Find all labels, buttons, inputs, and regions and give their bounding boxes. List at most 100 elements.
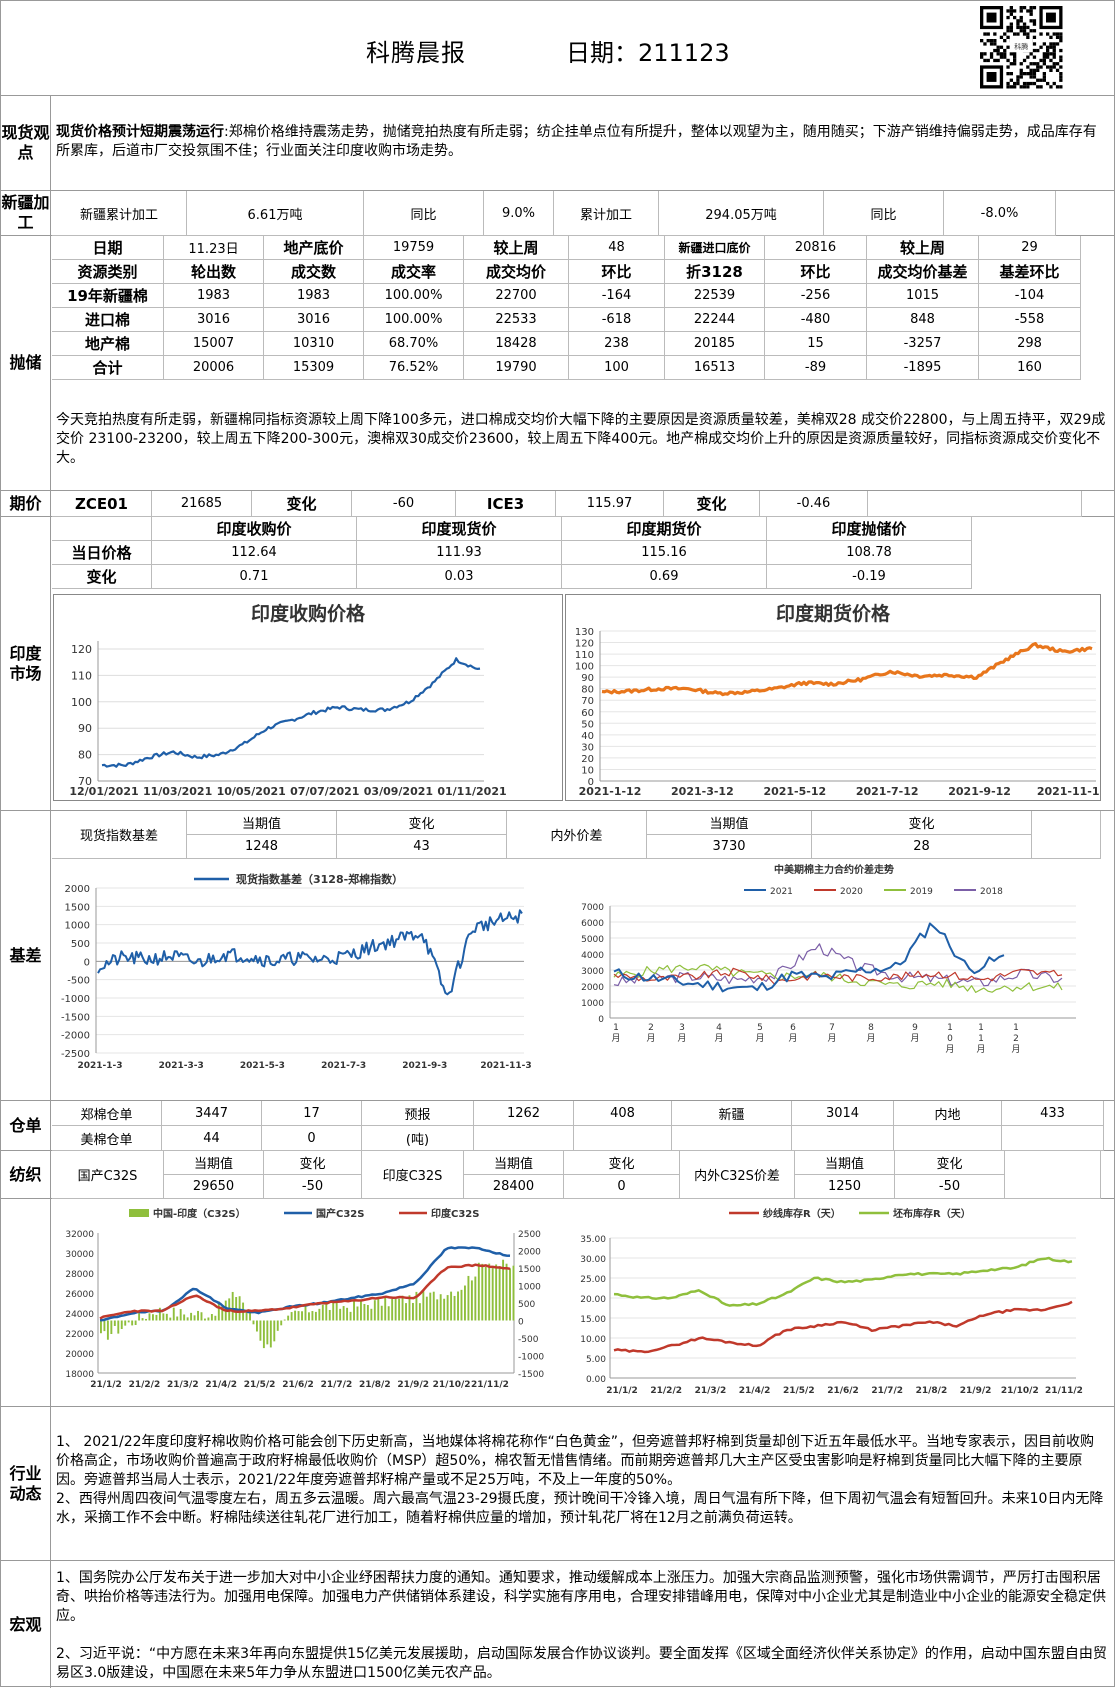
spread-bar [495, 1264, 498, 1321]
auction-cell: 100.00% [364, 308, 464, 332]
auction-cell: -1895 [867, 356, 979, 380]
y-tick-label: 2000 [581, 983, 604, 993]
auction-row-label: 19年新疆棉 [52, 284, 164, 308]
spread-bar [418, 1303, 421, 1321]
auction-row-label: 合计 [52, 356, 164, 380]
auction-cell: 100 [569, 356, 665, 380]
spinning-label: 印度C32S [362, 1151, 464, 1199]
spread-bar [183, 1314, 186, 1321]
india-header-cell: 印度现货价 [357, 517, 562, 541]
spread-bar [276, 1320, 279, 1331]
y-tick-label: -1500 [518, 1370, 544, 1380]
warehouse-cell: 郑棉仓单 [52, 1101, 162, 1126]
warehouse-cell: 433 [1002, 1101, 1104, 1126]
spread-bar [491, 1268, 494, 1321]
spread-bar [332, 1301, 335, 1321]
y-tick-label: 110 [575, 650, 594, 661]
spread-bar [214, 1315, 217, 1321]
report-header: 科腾晨报 日期：211123 科腾 [1, 1, 1114, 96]
warehouse-cell: 0 [262, 1126, 362, 1151]
y-tick-label: 2500 [518, 1230, 541, 1240]
spread-bar [113, 1320, 116, 1326]
spread-bar [172, 1307, 175, 1321]
legend-label: 2020 [840, 887, 863, 897]
x-tick-label: 21/6/2 [827, 1386, 859, 1396]
basis-section: 基差 现货指数基差（3128-郑棉指数） -2500 -2000 -1500 -1000… [1, 811, 1114, 1101]
y-tick-label: 500 [518, 1300, 535, 1310]
auction-cell: -480 [765, 308, 867, 332]
basis-label: 内外价差 [507, 811, 647, 859]
spinning-cell: -50 [895, 1175, 1005, 1199]
inventory-chart: 纱线库存R（天） 坯布库存R（天） 0.00 5.00 10.00 15.00 20.00 2… [580, 1207, 1083, 1396]
legend-label: 印度C32S [431, 1207, 479, 1220]
india-cell: -0.19 [767, 565, 972, 589]
y-tick-label: 10.00 [580, 1335, 606, 1345]
macro-item-2: 2、习近平说：“中方愿在未来3年再向东盟提供15亿美元发展援助，启动国际发展合作… [56, 1646, 1107, 1681]
spread-bar [314, 1311, 317, 1321]
auction-cell: 15309 [264, 356, 364, 380]
india-futures-chart: 印度期货价格 0 10 20 30 40 50 60 70 80 90 100 110 120 130 20… [565, 594, 1101, 801]
x-tick-label: 2021-9-3 [402, 1061, 447, 1071]
india-futures-series [601, 641, 1093, 697]
y-tick-label: 1000 [581, 999, 604, 1009]
x-tick-label: 21/3/2 [167, 1380, 199, 1390]
india-header-cell: 印度期货价 [562, 517, 767, 541]
spread-bar [422, 1291, 425, 1321]
x-tick-label: 21/11/2 [471, 1380, 509, 1390]
spread-bar [221, 1306, 224, 1321]
auction-cell: 1983 [264, 284, 364, 308]
spread-bar [408, 1295, 411, 1321]
y-tick-label: 110 [71, 669, 92, 682]
x-tick-label: 21/6/2 [282, 1380, 314, 1390]
india-header-cell: 印度收购价 [152, 517, 357, 541]
y-tick-label: 0 [518, 1318, 524, 1328]
auction-header-cell: 环比 [569, 260, 665, 284]
india-cell: 0.71 [152, 565, 357, 589]
spread-bar [169, 1317, 172, 1321]
spread-bar [380, 1305, 383, 1321]
spread-bar [346, 1307, 349, 1321]
warehouse-empty [894, 1126, 1002, 1151]
warehouse-cell: 1262 [474, 1101, 574, 1126]
spread-bar [443, 1298, 446, 1321]
spread-bar [162, 1313, 165, 1321]
spinning-cell: 29650 [164, 1175, 264, 1199]
auction-summary-cell: 日期 [52, 236, 164, 260]
legend-label: 中国-印度（C32S） [153, 1207, 246, 1220]
spread-bar [186, 1317, 189, 1321]
y-tick-label: 1000 [65, 921, 90, 932]
auction-cell: 15 [765, 332, 867, 356]
industry-section: 行业动态 1、 2021/22年度印度籽棉收购价格可能会创下历史新高，当地媒体将… [1, 1407, 1114, 1561]
spinning-section: 纺织 国产C32S 当期值 29650 变化 -50 印度C32S 当期值 28400 变化 0 内… [1, 1151, 1114, 1199]
auction-cell: -256 [765, 284, 867, 308]
spread-bar [231, 1291, 234, 1321]
auction-cell: 15007 [164, 332, 264, 356]
spread-bar [297, 1311, 300, 1321]
x-tick-label: 2021-3-3 [159, 1061, 204, 1071]
spread-bar [152, 1314, 154, 1321]
india-cell: 0.69 [562, 565, 767, 589]
spread-bar [262, 1320, 265, 1349]
basis-cell: 28 [812, 835, 1032, 859]
futures-cell: ICE3 [456, 491, 556, 517]
spinning-charts-section: 中国-印度（C32S） 国产C32S 印度C32S 18000 20000 22000 24… [1, 1199, 1114, 1407]
spread-bar [512, 1265, 515, 1321]
spread-bar [131, 1320, 134, 1326]
basis-header: 当期值 [647, 811, 812, 835]
legend-label: 坯布库存R（天） [893, 1207, 971, 1220]
spread-bar [259, 1320, 262, 1341]
auction-summary-cell: 新疆进口底价 [665, 236, 765, 260]
auction-cell: 848 [867, 308, 979, 332]
auction-cell: 20006 [164, 356, 264, 380]
macro-section: 宏观 1、国务院办公厅发布关于进一步加大对中小企业纾困帮扶力度的通知。通知要求，… [1, 1561, 1114, 1688]
spread-bar [249, 1312, 251, 1321]
spread-bar [256, 1320, 258, 1332]
auction-cell: -558 [979, 308, 1081, 332]
spread-bar [207, 1317, 210, 1321]
auction-cell: 1983 [164, 284, 264, 308]
y-tick-label: 500 [71, 939, 90, 950]
auction-summary-cell: 29 [979, 236, 1081, 260]
x-tick-label: 21/3/2 [695, 1386, 727, 1396]
section-label: 基差 [1, 811, 51, 1100]
